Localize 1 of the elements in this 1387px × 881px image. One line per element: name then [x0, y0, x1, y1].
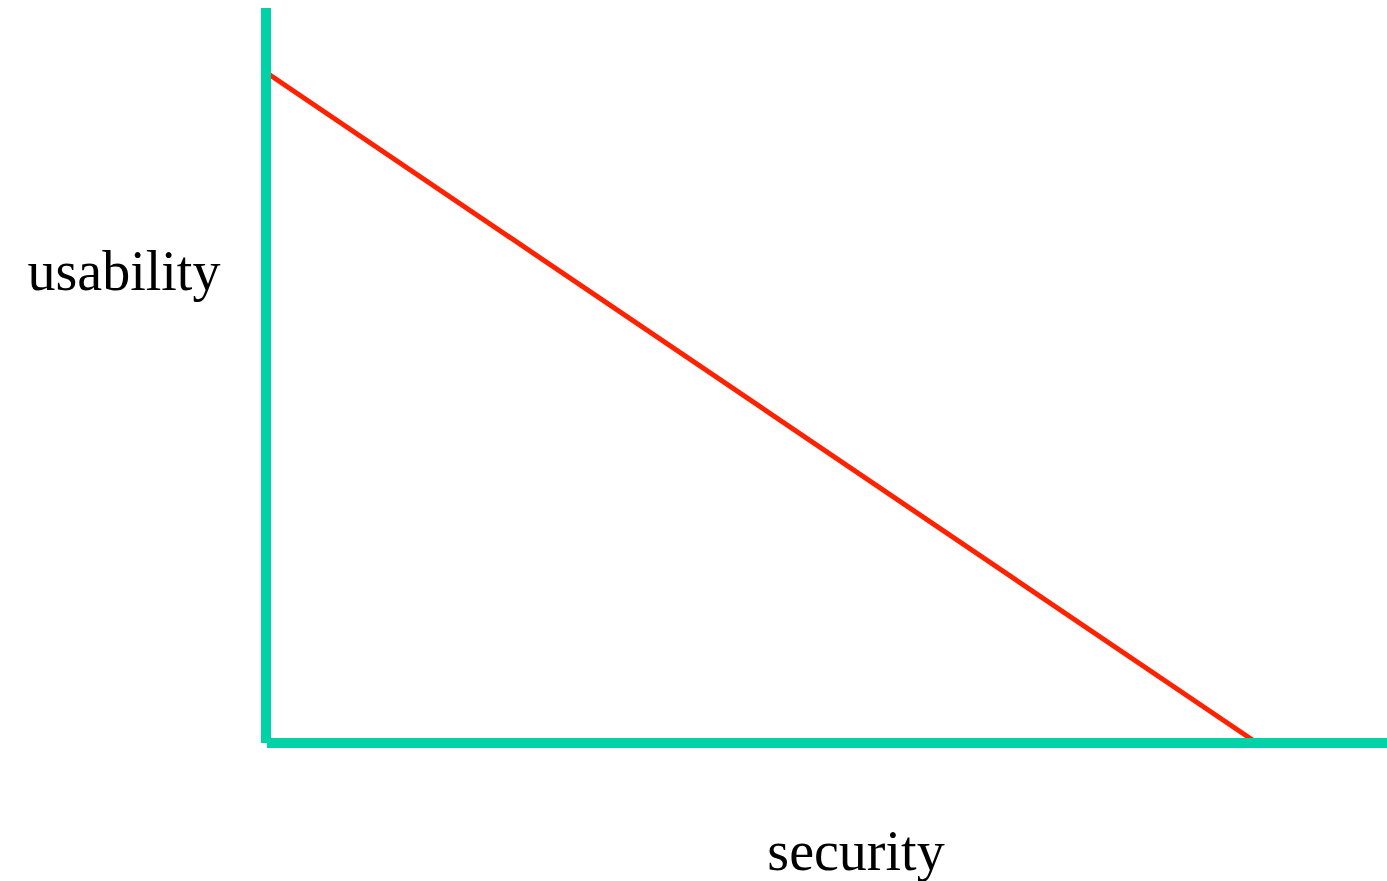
- y-axis-title: usability: [27, 240, 221, 302]
